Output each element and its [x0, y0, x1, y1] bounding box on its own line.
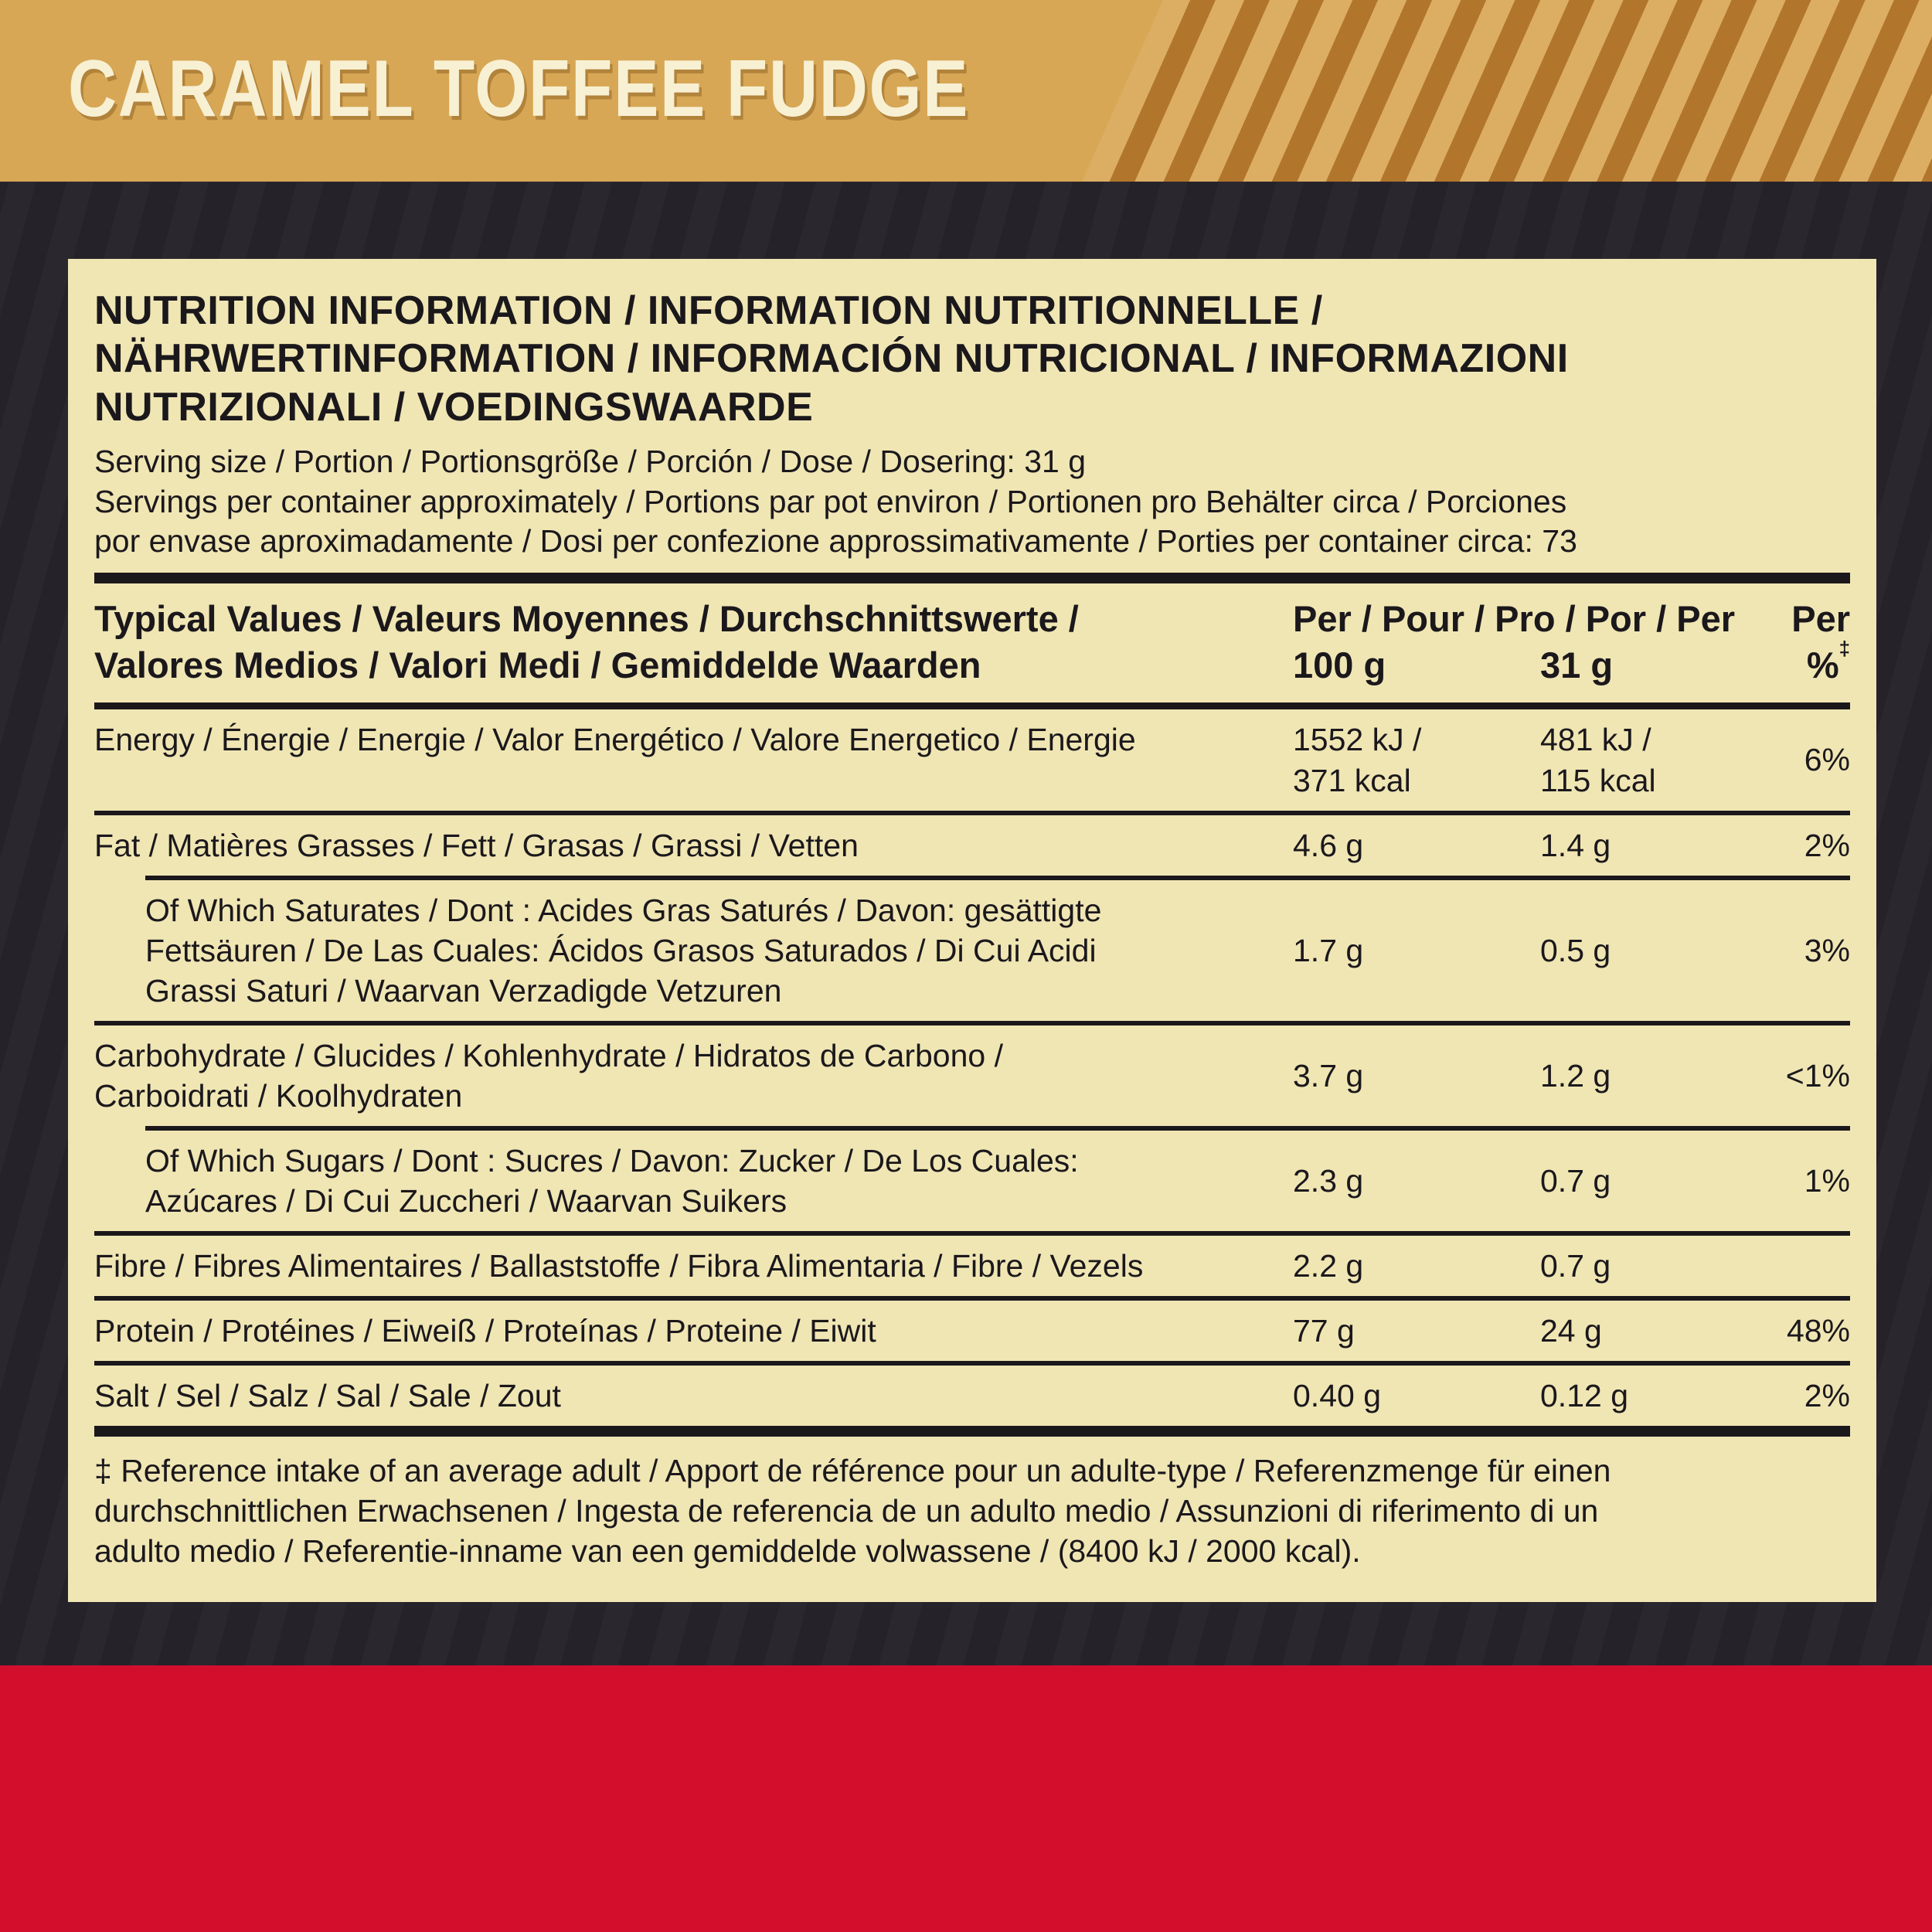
column-subheadings: 100 g 31 g %‡ — [1293, 638, 1850, 689]
column-31g: 31 g — [1540, 645, 1614, 686]
row-fat: Fat / Matières Grasses / Fett / Grasas /… — [94, 827, 1850, 863]
reference-intake-footnote: ‡ Reference intake of an average adult /… — [94, 1453, 1611, 1570]
table-header-row: Typical Values / Valeurs Moyennes / Durc… — [94, 583, 1850, 702]
per-heading-last: Per — [1791, 598, 1850, 640]
divider-thick — [94, 573, 1850, 584]
column-100g: 100 g — [1293, 645, 1386, 686]
row-salt: Salt / Sel / Salz / Sal / Sale / Zout 0.… — [94, 1378, 1850, 1414]
flavor-title: CARAMEL TOFFEE FUDGE — [68, 43, 970, 134]
divider-thin — [94, 1020, 1850, 1026]
divider-thin — [94, 1296, 1850, 1301]
nutrition-panel: NUTRITION INFORMATION / INFORMATION NUTR… — [68, 259, 1876, 1603]
row-energy: Energy / Énergie / Energie / Valor Energ… — [94, 722, 1850, 798]
row-carbohydrate: Carbohydrate / Glucides / Kohlenhydrate … — [94, 1037, 1850, 1114]
per-heading-line: Per / Pour / Pro / Por / Per Per — [1293, 596, 1850, 642]
diagonal-stripes-decoration — [1082, 0, 1932, 182]
per-heading-text: Per / Pour / Pro / Por / Per — [1293, 598, 1736, 640]
row-saturates: Of Which Saturates / Dont : Acides Gras … — [145, 892, 1850, 1009]
divider-thin-indented — [145, 1125, 1850, 1131]
dagger-mark: ‡ — [1838, 638, 1850, 660]
flavor-banner: CARAMEL TOFFEE FUDGE — [0, 0, 1932, 182]
row-protein: Protein / Protéines / Eiweiß / Proteínas… — [94, 1313, 1850, 1349]
typical-values-heading: Typical Values / Valeurs Moyennes / Durc… — [94, 598, 1079, 686]
divider-thick — [94, 1426, 1850, 1437]
divider-thin — [94, 810, 1850, 815]
brand-red-band — [0, 1665, 1932, 1932]
divider-medium — [94, 702, 1850, 710]
divider-thin — [94, 1231, 1850, 1236]
per-columns-heading: Per / Pour / Pro / Por / Per Per 100 g 3… — [1293, 596, 1850, 689]
divider-thin-indented — [145, 875, 1850, 880]
row-fibre: Fibre / Fibres Alimentaires / Ballaststo… — [94, 1248, 1611, 1284]
column-percent: %‡ — [1806, 638, 1850, 686]
nutrition-information-heading: NUTRITION INFORMATION / INFORMATION NUTR… — [94, 288, 1569, 430]
row-sugars: Of Which Sugars / Dont : Sucres / Davon:… — [145, 1142, 1850, 1219]
divider-thin — [94, 1361, 1850, 1366]
serving-info: Serving size / Portion / Portionsgröße /… — [94, 444, 1577, 560]
